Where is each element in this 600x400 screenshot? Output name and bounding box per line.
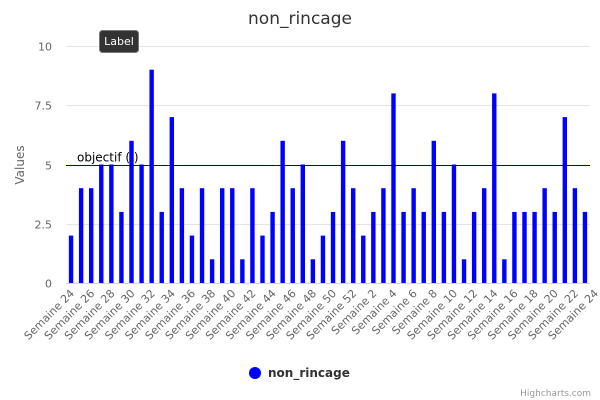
bar[interactable] xyxy=(431,140,437,283)
bar[interactable] xyxy=(522,211,527,283)
bar[interactable] xyxy=(310,259,316,283)
bar[interactable] xyxy=(502,259,507,283)
bar[interactable] xyxy=(290,188,295,283)
target-line-label: objectif ( ) xyxy=(77,151,139,165)
bar[interactable] xyxy=(209,259,215,283)
y-tick-label: 10 xyxy=(38,41,52,54)
bar[interactable] xyxy=(401,211,406,283)
bar[interactable] xyxy=(68,235,74,283)
bar[interactable] xyxy=(159,211,164,283)
credits[interactable]: Highcharts.com xyxy=(520,389,591,399)
bar[interactable] xyxy=(199,188,205,283)
bar[interactable] xyxy=(240,259,245,283)
bar[interactable] xyxy=(88,188,94,283)
bar[interactable] xyxy=(119,211,124,283)
bar[interactable] xyxy=(300,164,306,284)
bar[interactable] xyxy=(99,164,104,284)
bar[interactable] xyxy=(179,188,185,283)
bar[interactable] xyxy=(361,235,366,283)
bar[interactable] xyxy=(109,164,114,284)
bar[interactable] xyxy=(350,188,356,283)
target-line: objectif ( ) xyxy=(66,151,590,166)
y-tick-label: 2.5 xyxy=(35,219,53,232)
bar[interactable] xyxy=(139,164,144,284)
gridlines xyxy=(66,46,590,225)
legend-marker xyxy=(249,367,261,379)
bar[interactable] xyxy=(441,211,447,283)
bar[interactable] xyxy=(371,211,376,283)
bar[interactable] xyxy=(461,259,467,283)
bar[interactable] xyxy=(411,188,416,283)
bar[interactable] xyxy=(391,93,396,284)
bar[interactable] xyxy=(492,93,497,284)
bar[interactable] xyxy=(421,211,426,283)
legend[interactable]: non_rincage xyxy=(249,366,350,381)
legend-item-label[interactable]: non_rincage xyxy=(268,366,350,381)
tooltip: Label xyxy=(99,30,139,53)
bar[interactable] xyxy=(169,117,175,283)
bar[interactable] xyxy=(512,211,517,283)
bar[interactable] xyxy=(552,211,557,283)
y-tick-label: 7.5 xyxy=(35,100,53,113)
bar[interactable] xyxy=(78,188,84,283)
bar[interactable] xyxy=(451,164,457,284)
y-tick-label: 5 xyxy=(45,160,52,173)
bar[interactable] xyxy=(340,140,346,283)
tooltip-box xyxy=(99,30,139,53)
bar[interactable] xyxy=(250,188,255,283)
bar[interactable] xyxy=(149,69,154,283)
bar[interactable] xyxy=(330,211,336,283)
bar[interactable] xyxy=(572,188,578,283)
bar[interactable] xyxy=(260,235,265,283)
bar[interactable] xyxy=(542,188,547,283)
bar[interactable] xyxy=(189,235,195,283)
bar[interactable] xyxy=(219,188,225,283)
y-axis-ticks: 0 2.5 5 7.5 10 xyxy=(35,41,53,291)
tooltip-text: Label xyxy=(104,35,134,48)
bar[interactable] xyxy=(471,211,477,283)
bar[interactable] xyxy=(230,188,235,283)
bar[interactable] xyxy=(270,211,275,283)
bar[interactable] xyxy=(381,188,386,283)
y-axis-label: Values xyxy=(13,145,27,184)
bar[interactable] xyxy=(532,211,537,283)
y-tick-label: 0 xyxy=(45,278,52,291)
bar[interactable] xyxy=(129,140,134,283)
chart-title: non_rincage xyxy=(248,9,352,29)
bar-series[interactable] xyxy=(68,69,588,284)
bar[interactable] xyxy=(280,140,285,283)
bar[interactable] xyxy=(562,117,568,283)
bar[interactable] xyxy=(582,211,588,283)
bar[interactable] xyxy=(320,235,326,283)
bar[interactable] xyxy=(481,188,487,283)
